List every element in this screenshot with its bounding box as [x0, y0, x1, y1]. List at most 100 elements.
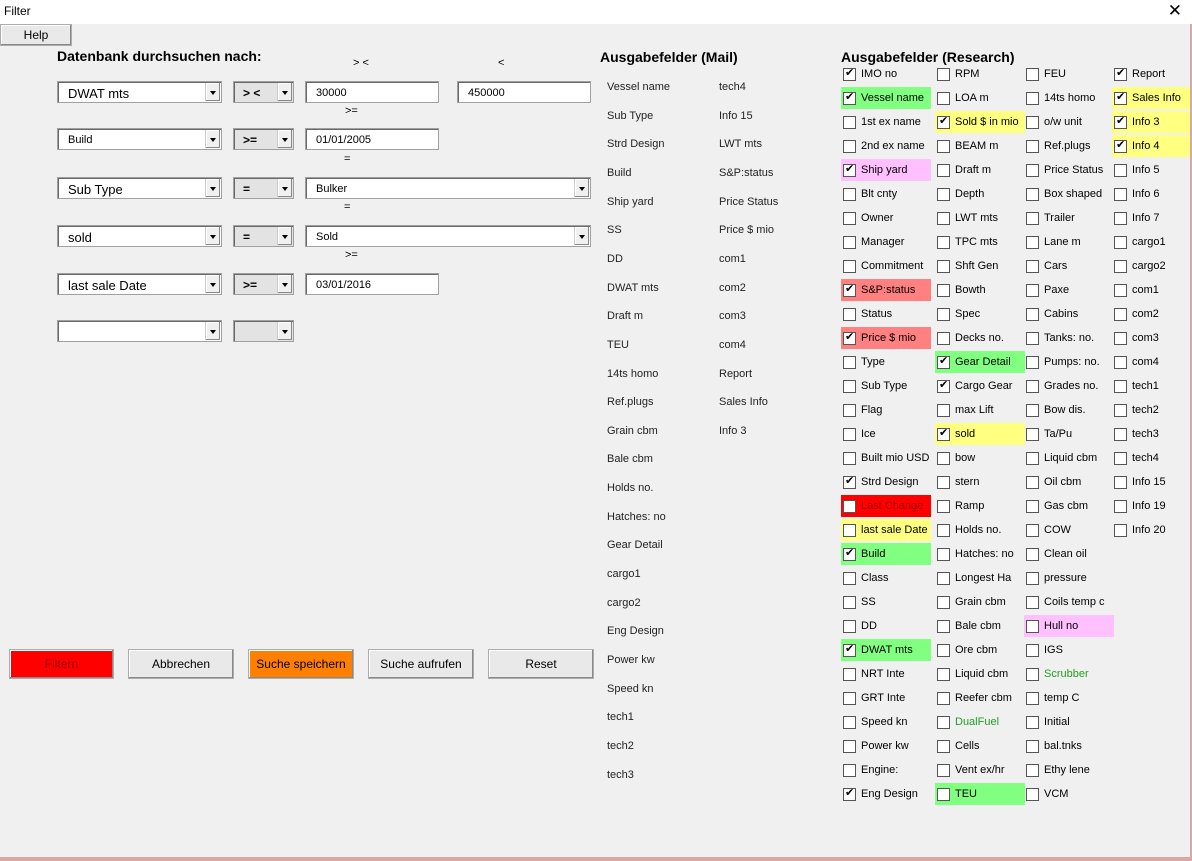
- checkbox-icon[interactable]: [1026, 235, 1039, 249]
- value-select[interactable]: Sold: [305, 225, 591, 247]
- research-checkbox-item[interactable]: VCM: [1024, 783, 1114, 805]
- research-checkbox-item[interactable]: Price Status: [1024, 159, 1114, 181]
- checkbox-icon[interactable]: [937, 475, 950, 489]
- chevron-down-icon[interactable]: [205, 130, 220, 148]
- research-checkbox-item[interactable]: Grades no.: [1024, 375, 1114, 397]
- research-checkbox-item[interactable]: RPM: [935, 63, 1025, 85]
- checkbox-icon[interactable]: [1114, 235, 1127, 249]
- checkbox-checked-icon[interactable]: [843, 546, 856, 561]
- checkbox-icon[interactable]: [843, 715, 856, 729]
- research-checkbox-item[interactable]: Info 19: [1112, 495, 1192, 517]
- checkbox-checked-icon[interactable]: [843, 330, 856, 345]
- research-checkbox-item[interactable]: Built mio USD: [841, 447, 931, 469]
- checkbox-icon[interactable]: [843, 259, 856, 273]
- checkbox-icon[interactable]: [1026, 787, 1039, 801]
- checkbox-icon[interactable]: [937, 235, 950, 249]
- checkbox-icon[interactable]: [1114, 211, 1127, 225]
- research-checkbox-item[interactable]: Flag: [841, 399, 931, 421]
- research-checkbox-item[interactable]: Pumps: no.: [1024, 351, 1114, 373]
- chevron-down-icon[interactable]: [277, 83, 292, 101]
- chevron-down-icon[interactable]: [277, 322, 292, 340]
- checkbox-icon[interactable]: [1026, 379, 1039, 393]
- research-checkbox-item[interactable]: DWAT mts: [841, 639, 931, 661]
- checkbox-icon[interactable]: [1114, 379, 1127, 393]
- checkbox-icon[interactable]: [1026, 91, 1039, 105]
- checkbox-icon[interactable]: [843, 571, 856, 585]
- research-checkbox-item[interactable]: Sales Info: [1112, 87, 1192, 109]
- research-checkbox-item[interactable]: Ref.plugs: [1024, 135, 1114, 157]
- checkbox-icon[interactable]: [937, 571, 950, 585]
- checkbox-icon[interactable]: [937, 259, 950, 273]
- checkbox-icon[interactable]: [1114, 499, 1127, 513]
- research-checkbox-item[interactable]: bow: [935, 447, 1025, 469]
- checkbox-icon[interactable]: [1026, 427, 1039, 441]
- research-checkbox-item[interactable]: FEU: [1024, 63, 1114, 85]
- research-checkbox-item[interactable]: LWT mts: [935, 207, 1025, 229]
- research-checkbox-item[interactable]: tech3: [1112, 423, 1192, 445]
- checkbox-icon[interactable]: [1026, 331, 1039, 345]
- research-checkbox-item[interactable]: Gear Detail: [935, 351, 1025, 373]
- checkbox-icon[interactable]: [843, 427, 856, 441]
- research-checkbox-item[interactable]: DD: [841, 615, 931, 637]
- chevron-down-icon[interactable]: [277, 227, 292, 245]
- checkbox-checked-icon[interactable]: [1114, 138, 1127, 153]
- checkbox-icon[interactable]: [937, 139, 950, 153]
- checkbox-icon[interactable]: [1026, 643, 1039, 657]
- checkbox-checked-icon[interactable]: [937, 354, 950, 369]
- checkbox-icon[interactable]: [937, 619, 950, 633]
- checkbox-icon[interactable]: [1026, 595, 1039, 609]
- help-button[interactable]: Help: [0, 24, 72, 46]
- research-checkbox-item[interactable]: Ramp: [935, 495, 1025, 517]
- research-checkbox-item[interactable]: cargo2: [1112, 255, 1192, 277]
- checkbox-icon[interactable]: [937, 163, 950, 177]
- research-checkbox-item[interactable]: Ice: [841, 423, 931, 445]
- checkbox-checked-icon[interactable]: [843, 66, 856, 81]
- checkbox-icon[interactable]: [843, 523, 856, 537]
- checkbox-icon[interactable]: [1026, 307, 1039, 321]
- checkbox-icon[interactable]: [1026, 403, 1039, 417]
- checkbox-checked-icon[interactable]: [843, 282, 856, 297]
- research-checkbox-item[interactable]: 1st ex name: [841, 111, 931, 133]
- checkbox-icon[interactable]: [1114, 523, 1127, 537]
- research-checkbox-item[interactable]: tech4: [1112, 447, 1192, 469]
- field-select[interactable]: sold: [57, 225, 222, 247]
- research-checkbox-item[interactable]: Cars: [1024, 255, 1114, 277]
- checkbox-icon[interactable]: [1026, 715, 1039, 729]
- checkbox-icon[interactable]: [937, 739, 950, 753]
- research-checkbox-item[interactable]: Trailer: [1024, 207, 1114, 229]
- research-checkbox-item[interactable]: Shft Gen: [935, 255, 1025, 277]
- research-checkbox-item[interactable]: Cargo Gear: [935, 375, 1025, 397]
- research-checkbox-item[interactable]: pressure: [1024, 567, 1114, 589]
- checkbox-icon[interactable]: [1026, 139, 1039, 153]
- checkbox-icon[interactable]: [1026, 499, 1039, 513]
- operator-select[interactable]: > <: [233, 81, 294, 103]
- checkbox-icon[interactable]: [843, 139, 856, 153]
- research-checkbox-item[interactable]: Strd Design: [841, 471, 931, 493]
- reset-button[interactable]: Reset: [488, 649, 594, 679]
- research-checkbox-item[interactable]: S&P:status: [841, 279, 931, 301]
- checkbox-icon[interactable]: [843, 211, 856, 225]
- checkbox-icon[interactable]: [1114, 283, 1127, 297]
- checkbox-icon[interactable]: [1114, 403, 1127, 417]
- research-checkbox-item[interactable]: Info 5: [1112, 159, 1192, 181]
- checkbox-icon[interactable]: [937, 667, 950, 681]
- checkbox-icon[interactable]: [937, 211, 950, 225]
- checkbox-icon[interactable]: [843, 595, 856, 609]
- research-checkbox-item[interactable]: Info 3: [1112, 111, 1192, 133]
- checkbox-icon[interactable]: [843, 739, 856, 753]
- research-checkbox-item[interactable]: Engine:: [841, 759, 931, 781]
- research-checkbox-item[interactable]: temp C: [1024, 687, 1114, 709]
- research-checkbox-item[interactable]: Reefer cbm: [935, 687, 1025, 709]
- checkbox-icon[interactable]: [1114, 187, 1127, 201]
- checkbox-icon[interactable]: [1026, 571, 1039, 585]
- research-checkbox-item[interactable]: Liquid cbm: [1024, 447, 1114, 469]
- checkbox-checked-icon[interactable]: [843, 786, 856, 801]
- chevron-down-icon[interactable]: [277, 179, 292, 197]
- chevron-down-icon[interactable]: [277, 275, 292, 293]
- checkbox-icon[interactable]: [1026, 259, 1039, 273]
- operator-select[interactable]: >=: [233, 128, 294, 150]
- research-checkbox-item[interactable]: Draft m: [935, 159, 1025, 181]
- research-checkbox-item[interactable]: Bale cbm: [935, 615, 1025, 637]
- research-checkbox-item[interactable]: Info 6: [1112, 183, 1192, 205]
- checkbox-checked-icon[interactable]: [843, 90, 856, 105]
